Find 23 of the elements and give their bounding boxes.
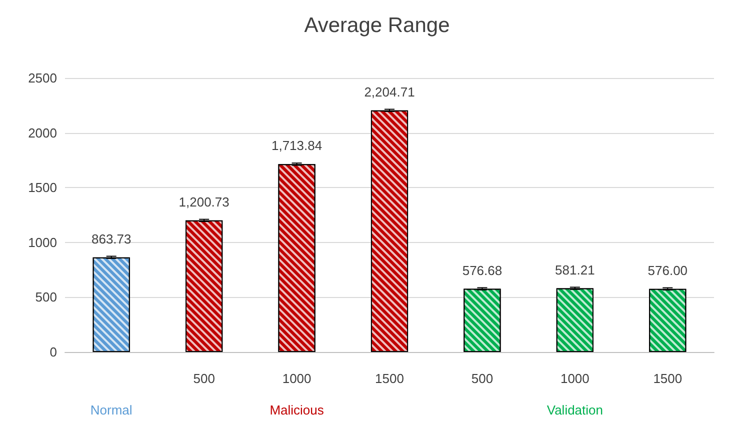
y-tick-label: 500 <box>35 290 57 305</box>
data-label: 1,200.73 <box>178 194 230 210</box>
data-label: 863.73 <box>91 231 132 246</box>
y-tick-label: 1000 <box>28 234 57 250</box>
data-label: 581.21 <box>555 262 595 278</box>
x-tick-label: 500 <box>193 371 215 386</box>
chart-title: Average Range <box>304 14 450 37</box>
text: Normal <box>90 402 132 418</box>
x-tick-label: 1000 <box>282 371 312 386</box>
y-tick-label: 2000 <box>28 125 57 140</box>
data-label: 576.00 <box>648 262 688 278</box>
x-tick-label: 1500 <box>653 371 682 386</box>
y-tick-label: 2500 <box>28 70 57 86</box>
x-tick-label: 1500 <box>375 371 404 386</box>
y-tick-label: 1500 <box>28 180 57 196</box>
data-label: 1,713.84 <box>271 138 322 154</box>
data-label: 576.68 <box>462 262 502 278</box>
text: Malicious <box>270 402 324 418</box>
y-tick-label: 0 <box>50 344 57 360</box>
x-tick-label: 500 <box>471 371 494 386</box>
text: Validation <box>546 402 603 418</box>
x-tick-label: 1000 <box>560 371 590 386</box>
data-label: 2,204.71 <box>364 84 415 100</box>
